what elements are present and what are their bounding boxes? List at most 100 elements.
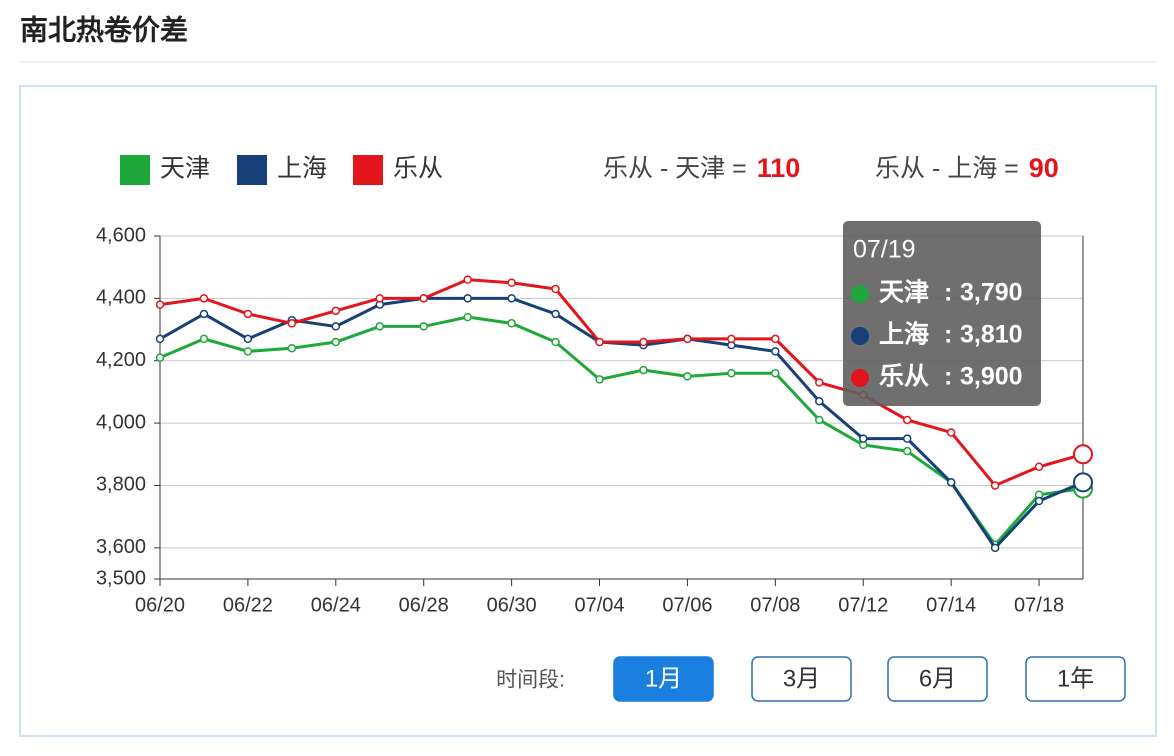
tooltip-value: 3,900 <box>960 363 1023 391</box>
data-point <box>551 337 560 347</box>
data-point <box>771 334 780 344</box>
data-point <box>375 322 385 331</box>
legend-swatch <box>120 155 150 185</box>
data-point <box>902 415 912 425</box>
data-point <box>463 312 472 322</box>
spread-label: 乐从 - 上海 = <box>875 155 1019 183</box>
data-point <box>639 365 648 375</box>
range-button-label[interactable]: 1年 <box>1057 665 1094 692</box>
tooltip-value: 3,790 <box>960 279 1023 307</box>
data-point <box>463 275 472 284</box>
spread-label: 乐从 - 天津 = <box>603 155 747 183</box>
tooltip-separator: : <box>944 321 952 349</box>
range-button-label[interactable]: 6月 <box>919 665 956 692</box>
series-line <box>159 296 1084 551</box>
x-tick-label: 07/04 <box>574 594 624 616</box>
data-point <box>815 397 824 406</box>
data-point <box>155 300 165 309</box>
range-button[interactable] <box>887 656 988 702</box>
y-tick-label: 4,600 <box>96 224 146 246</box>
data-point <box>375 294 385 303</box>
data-point <box>199 309 209 319</box>
data-point <box>990 481 1000 490</box>
data-point <box>419 322 428 331</box>
data-point <box>639 337 648 347</box>
card <box>19 85 1157 737</box>
range-button[interactable] <box>613 656 714 702</box>
tooltip-box <box>843 221 1041 406</box>
data-point <box>771 368 780 378</box>
data-point <box>507 278 516 288</box>
data-point <box>815 378 824 387</box>
tooltip-dot <box>851 285 869 303</box>
range-button[interactable] <box>751 656 852 702</box>
y-tick-label: 3,500 <box>96 567 146 589</box>
data-point <box>243 309 253 319</box>
data-point <box>551 309 560 319</box>
data-point <box>199 334 209 344</box>
tooltip-separator: : <box>944 279 952 307</box>
x-tick-label: 06/28 <box>399 594 449 616</box>
tooltip-separator: : <box>944 363 952 391</box>
data-point <box>155 334 165 344</box>
data-point <box>727 368 736 378</box>
data-point <box>1034 496 1044 506</box>
x-tick-label: 06/20 <box>135 594 185 616</box>
page-title: 南北热卷价差 <box>20 13 188 45</box>
legend-swatch <box>237 155 267 185</box>
tooltip-title: 07/19 <box>853 236 916 264</box>
data-point <box>331 322 341 331</box>
data-point <box>902 446 912 456</box>
data-point <box>683 334 692 344</box>
x-tick-label: 06/22 <box>223 594 273 616</box>
y-tick-label: 3,800 <box>96 474 146 496</box>
tooltip-name: 上海 <box>879 320 929 349</box>
data-point <box>946 428 956 437</box>
x-tick-label: 07/08 <box>750 594 800 616</box>
x-tick-label: 07/06 <box>662 594 712 616</box>
tooltip-name: 乐从 <box>879 363 929 391</box>
range-button[interactable] <box>1025 656 1126 702</box>
y-tick-label: 4,200 <box>96 349 146 371</box>
data-point <box>551 284 560 294</box>
legend-swatch <box>353 155 383 185</box>
data-point <box>243 347 253 356</box>
data-point <box>331 337 341 347</box>
data-point <box>507 294 516 303</box>
spread-value: 110 <box>757 153 801 183</box>
tooltip-dot <box>851 369 869 387</box>
data-point <box>595 337 604 347</box>
data-point <box>287 344 297 353</box>
data-point <box>858 434 868 443</box>
legend-label: 天津 <box>160 155 210 183</box>
x-tick-label: 07/18 <box>1014 594 1064 616</box>
data-point <box>507 319 516 328</box>
x-tick-label: 07/14 <box>926 594 976 616</box>
data-point <box>419 294 428 303</box>
data-point <box>595 375 604 384</box>
legend-label: 上海 <box>277 155 327 183</box>
range-button-label[interactable]: 3月 <box>783 665 820 692</box>
y-tick-label: 3,600 <box>96 536 146 558</box>
data-point <box>990 543 1000 553</box>
y-tick-label: 4,400 <box>96 287 146 309</box>
data-point <box>155 353 165 362</box>
data-point <box>771 347 780 356</box>
controls-label: 时间段: <box>496 669 565 692</box>
data-point <box>463 294 472 303</box>
data-point <box>287 319 297 328</box>
series-line <box>159 278 1084 488</box>
x-tick-label: 07/12 <box>838 594 888 616</box>
tooltip-name: 天津 <box>879 279 929 307</box>
data-point <box>946 478 956 487</box>
series-line <box>159 315 1084 548</box>
spread-value: 90 <box>1029 153 1059 183</box>
legend-label: 乐从 <box>393 155 443 183</box>
data-point <box>243 334 253 344</box>
x-tick-label: 06/24 <box>311 594 361 616</box>
data-point <box>1034 462 1044 471</box>
range-button-label[interactable]: 1月 <box>645 665 682 692</box>
tooltip-value: 3,810 <box>960 321 1023 349</box>
